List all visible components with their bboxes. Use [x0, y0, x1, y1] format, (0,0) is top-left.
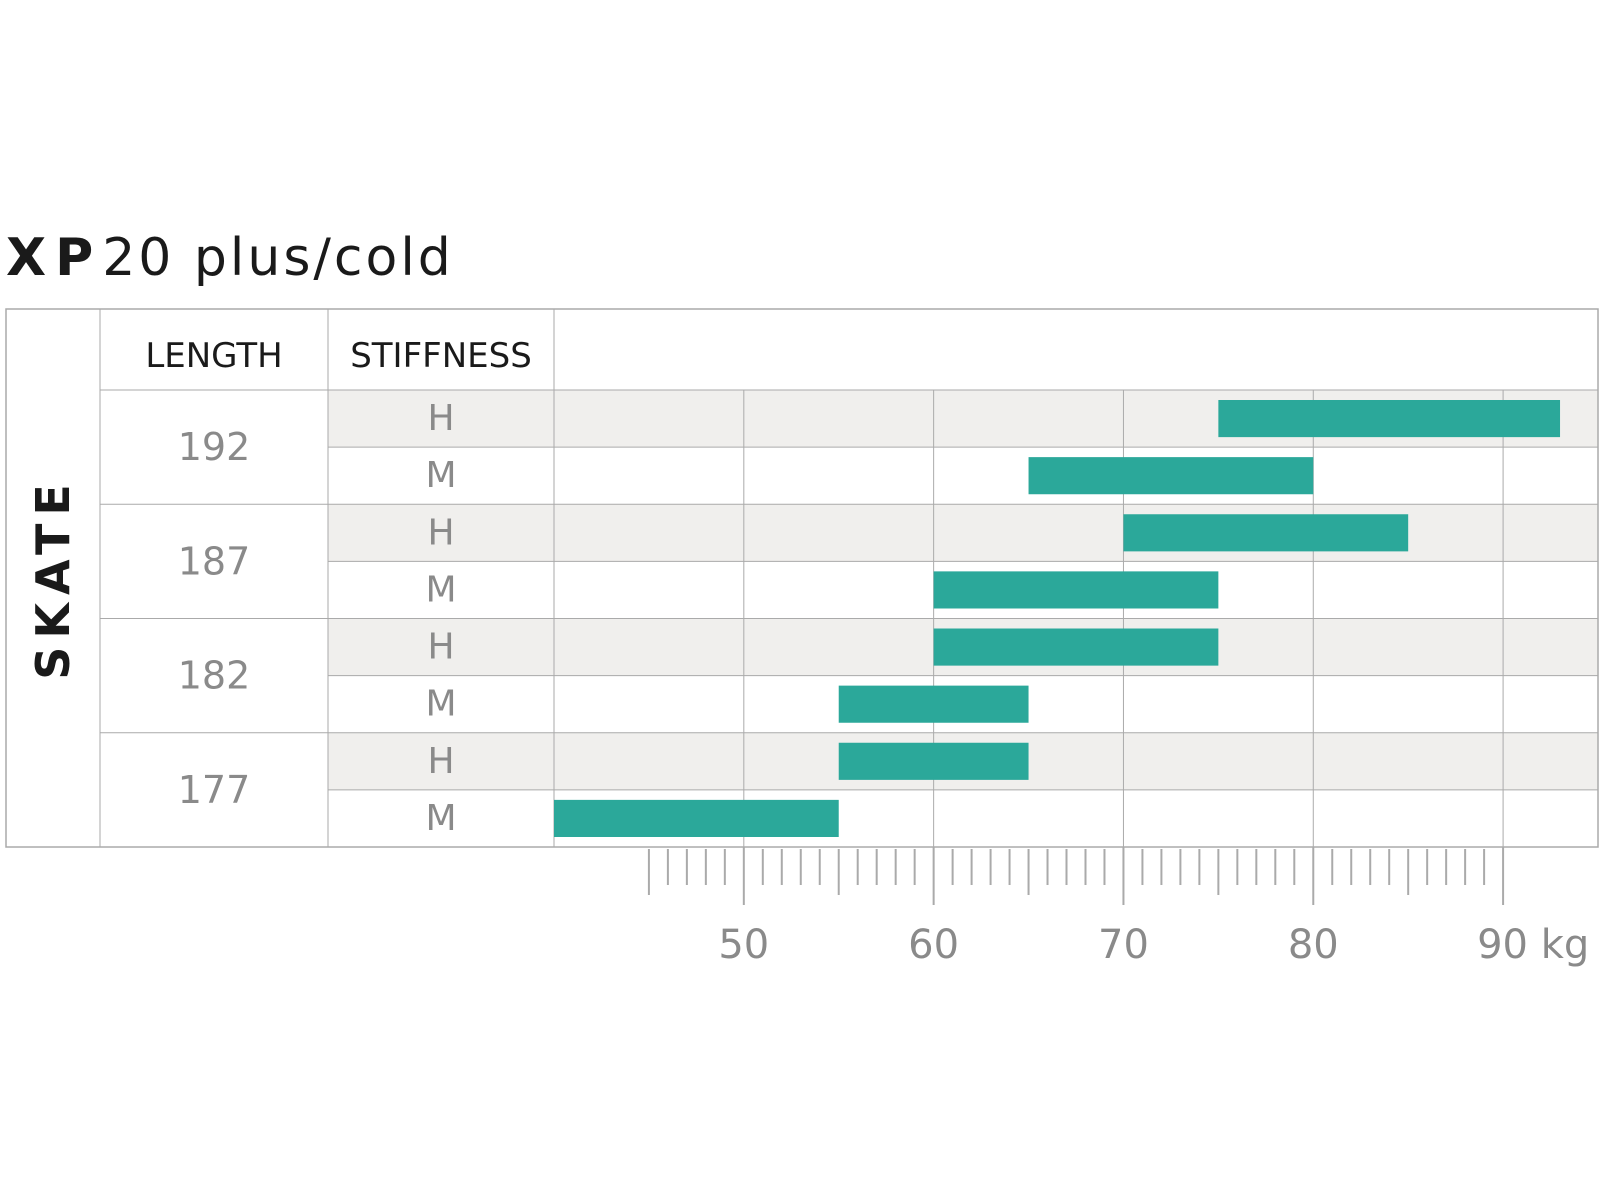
stiffness-label: H	[427, 741, 454, 782]
stiffness-label: M	[425, 798, 456, 839]
table-border	[5, 308, 1599, 848]
stiffness-label: M	[425, 684, 456, 725]
stiffness-label: H	[427, 512, 454, 553]
weight-range-bar	[1028, 457, 1314, 495]
weight-range-bar	[838, 685, 1029, 723]
chart-title-bold: XP	[6, 228, 103, 288]
x-tick-label: 90 kg	[1477, 922, 1589, 968]
length-label: 187	[178, 539, 251, 583]
chart-title: XP20 plus/cold	[6, 228, 454, 288]
x-tick-label: 50	[718, 922, 769, 968]
weight-range-bar	[1123, 514, 1409, 552]
length-header: LENGTH	[145, 336, 282, 376]
weight-range-bar	[933, 571, 1219, 609]
chart-title-light: 20 plus/cold	[102, 228, 454, 288]
length-label: 177	[178, 768, 251, 812]
stiffness-label: M	[425, 455, 456, 496]
stiffness-label: H	[427, 398, 454, 439]
weight-range-bar	[933, 628, 1219, 666]
discipline-label: SKATE	[26, 476, 80, 680]
weight-range-bar	[1218, 400, 1561, 438]
stiffness-label: M	[425, 569, 456, 610]
x-tick-label: 60	[908, 922, 959, 968]
x-tick-label: 80	[1288, 922, 1339, 968]
length-label: 182	[178, 654, 251, 698]
stiffness-header: STIFFNESS	[350, 336, 532, 376]
weight-range-bar	[838, 742, 1029, 780]
length-label: 192	[178, 425, 251, 469]
weight-range-bar	[554, 799, 839, 837]
stiffness-label: H	[427, 627, 454, 668]
x-tick-label: 70	[1098, 922, 1149, 968]
